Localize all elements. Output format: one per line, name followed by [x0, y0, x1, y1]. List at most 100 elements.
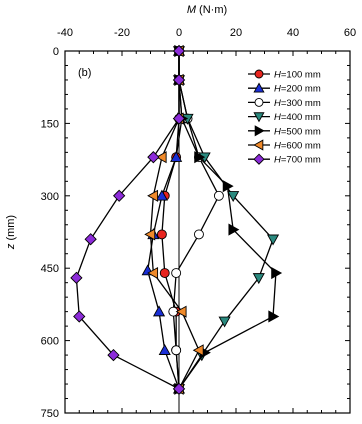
legend-label: H=300 mm — [274, 98, 321, 109]
data-point — [147, 189, 159, 202]
legend-variable: H — [274, 98, 281, 109]
y-axis-unit: (mm) — [5, 215, 17, 244]
legend-variable: H — [274, 112, 281, 123]
legend-value: =300 mm — [281, 98, 321, 109]
legend-entry: H=500 mm — [248, 125, 321, 137]
series-line — [161, 51, 180, 389]
legend-value: =600 mm — [281, 141, 321, 152]
legend-entry: H=300 mm — [248, 98, 321, 109]
y-tick-label: 450 — [41, 263, 59, 275]
legend-entry: H=400 mm — [248, 112, 321, 123]
legend-value: =200 mm — [281, 84, 321, 95]
legend-marker — [253, 112, 265, 123]
x-axis-title: M (N·m) — [187, 4, 227, 16]
data-point — [175, 305, 187, 318]
data-point — [171, 345, 182, 356]
data-point — [84, 233, 97, 246]
data-point — [144, 228, 156, 241]
series-3 — [168, 46, 224, 394]
series-line — [178, 51, 274, 390]
data-point — [194, 151, 206, 164]
x-tick-label: -20 — [114, 27, 130, 39]
legend-entry: H=600 mm — [248, 139, 321, 152]
legend-marker — [253, 153, 265, 165]
y-tick-label: 600 — [41, 336, 59, 348]
data-point — [172, 382, 186, 396]
data-point — [113, 189, 126, 202]
y-tick-label: 0 — [53, 46, 59, 58]
x-tick-label: 60 — [344, 27, 356, 39]
series-layer — [70, 44, 283, 396]
data-point — [172, 44, 186, 58]
legend-value: =100 mm — [281, 70, 321, 81]
legend-value: =700 mm — [281, 155, 321, 166]
legend-marker — [253, 82, 265, 93]
data-point — [172, 112, 186, 125]
data-point — [107, 348, 120, 362]
legend-entry: H=200 mm — [248, 82, 321, 95]
legend-variable: H — [274, 84, 281, 95]
data-point — [171, 268, 182, 278]
data-point — [170, 150, 183, 162]
axis-ticks — [64, 50, 351, 414]
legend-label: H=200 mm — [274, 84, 321, 95]
legend-label: H=400 mm — [274, 112, 321, 123]
legend-variable: H — [274, 155, 281, 166]
data-point — [222, 180, 234, 193]
data-point — [228, 223, 240, 236]
data-point — [158, 344, 171, 355]
panel-label: (b) — [78, 67, 91, 79]
legend: H=100 mmH=200 mmH=300 mmH=400 mmH=500 mm… — [248, 70, 321, 166]
data-point — [227, 191, 240, 203]
data-point — [70, 271, 83, 284]
data-point — [193, 229, 204, 240]
series-line — [178, 51, 277, 390]
y-tick-label: 300 — [41, 191, 59, 203]
data-point — [156, 229, 167, 240]
legend-marker — [254, 97, 264, 107]
data-point — [155, 151, 167, 164]
legend-variable: H — [274, 126, 281, 137]
series-line — [75, 51, 180, 390]
legend-entry: H=700 mm — [248, 153, 321, 166]
data-point — [218, 316, 231, 328]
data-point — [155, 189, 168, 201]
legend-label: H=700 mm — [274, 155, 321, 166]
series-7 — [70, 44, 186, 396]
x-tick-label: -40 — [57, 27, 73, 39]
legend-marker — [254, 125, 265, 137]
x-axis-variable: M — [187, 4, 197, 16]
x-tick-label: 20 — [230, 27, 242, 39]
legend-value: =400 mm — [281, 112, 321, 123]
legend-variable: H — [274, 141, 281, 152]
data-point — [73, 310, 86, 323]
legend-marker — [253, 139, 264, 151]
data-point — [147, 266, 159, 280]
x-axis-unit: (N·m) — [196, 4, 227, 16]
legend-label: H=500 mm — [274, 126, 321, 137]
data-point — [213, 190, 224, 201]
y-axis-variable: z — [5, 243, 17, 250]
legend-label: H=100 mm — [274, 70, 321, 81]
data-point — [172, 73, 186, 87]
legend-variable: H — [274, 70, 281, 81]
y-tick-label: 150 — [41, 118, 59, 130]
legend-marker — [254, 69, 264, 79]
data-point — [159, 268, 170, 278]
data-point — [268, 310, 280, 323]
series-5 — [174, 44, 283, 395]
legend-label: H=600 mm — [274, 141, 321, 152]
x-tick-label: 0 — [176, 27, 182, 39]
data-point — [252, 273, 265, 285]
data-point — [152, 305, 166, 317]
y-tick-label: 750 — [41, 408, 59, 420]
data-point — [266, 234, 280, 246]
y-axis-title: z (mm) — [5, 215, 17, 250]
data-point — [192, 344, 204, 357]
legend-value: =500 mm — [281, 126, 321, 137]
legend-entry: H=100 mm — [248, 70, 321, 81]
series-6 — [144, 44, 204, 395]
x-tick-label: 40 — [287, 27, 299, 39]
